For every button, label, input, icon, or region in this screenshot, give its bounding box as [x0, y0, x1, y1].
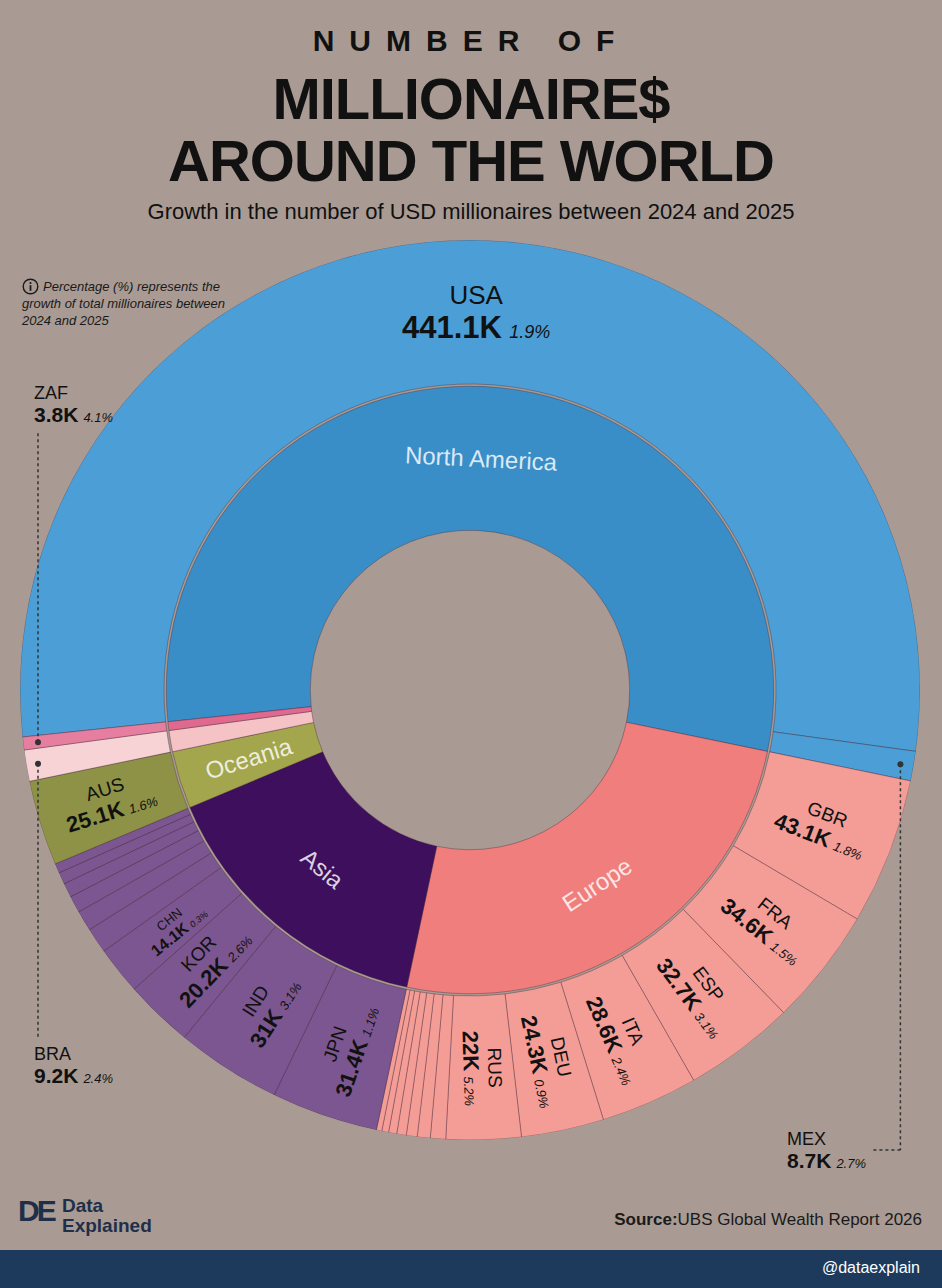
- html-text:Growth in the number of USD mi: Growth in the number of USD millionaires…: [147, 199, 795, 224]
- html-text:@dataexplain: @dataexplain: [821, 1259, 920, 1276]
- html-text:MILLIONAIRE$: MILLIONAIRE$: [272, 66, 670, 131]
- svg-text:BRA9.2K 2.4%: BRA9.2K 2.4%: [34, 1044, 113, 1087]
- svg-text:ITA28.6K 2.4%: ITA28.6K 2.4%: [581, 984, 661, 1088]
- html-text:Source: UBS Global Wealth Repo: Source: UBS Global Wealth Report 2026: [614, 1210, 922, 1229]
- svg-text:North America: North America: [404, 441, 558, 476]
- svg-text:Oceania: Oceania: [202, 732, 296, 784]
- html-text:NUMBER OF: NUMBER OF: [312, 24, 630, 57]
- svg-text:DEU24.3K 0.9%: DEU24.3K 0.9%: [516, 1009, 581, 1110]
- svg-text:AUS25.1K 1.6%: AUS25.1K 1.6%: [57, 765, 160, 837]
- svg-text:RUS22K 5.2%: RUS22K 5.2%: [457, 1030, 506, 1107]
- html-text:Percentage (%) represents the: Percentage (%) represents the growth of …: [22, 279, 226, 328]
- svg-text:KOR20.2K 2.6%: KOR20.2K 2.6%: [159, 913, 258, 1013]
- svg-text:Asia: Asia: [296, 843, 350, 894]
- html-text:DE Data Explained: DE Data Explained: [18, 1194, 152, 1236]
- svg-text:CHN14.1K 0.3%: CHN14.1K 0.3%: [138, 893, 210, 960]
- svg-text:Europe: Europe: [557, 852, 637, 917]
- svg-text:IND31K 3.1%: IND31K 3.1%: [226, 964, 306, 1053]
- svg-text:ZAF3.8K 4.1%: ZAF3.8K 4.1%: [34, 383, 113, 426]
- html-text:AROUND THE WORLD: AROUND THE WORLD: [168, 128, 774, 193]
- svg-text:ESP32.7K 3.1%: ESP32.7K 3.1%: [651, 940, 745, 1043]
- svg-text:MEX8.7K 2.7%: MEX8.7K 2.7%: [787, 1129, 866, 1172]
- svg-text:JPN31.4K 1.1%: JPN31.4K 1.1%: [310, 996, 385, 1100]
- svg-text:USA441.1K 1.9%: USA441.1K 1.9%: [402, 280, 550, 345]
- svg-text:FRA34.6K 1.5%: FRA34.6K 1.5%: [716, 876, 818, 971]
- svg-text:GBR43.1K 1.8%: GBR43.1K 1.8%: [771, 788, 875, 865]
